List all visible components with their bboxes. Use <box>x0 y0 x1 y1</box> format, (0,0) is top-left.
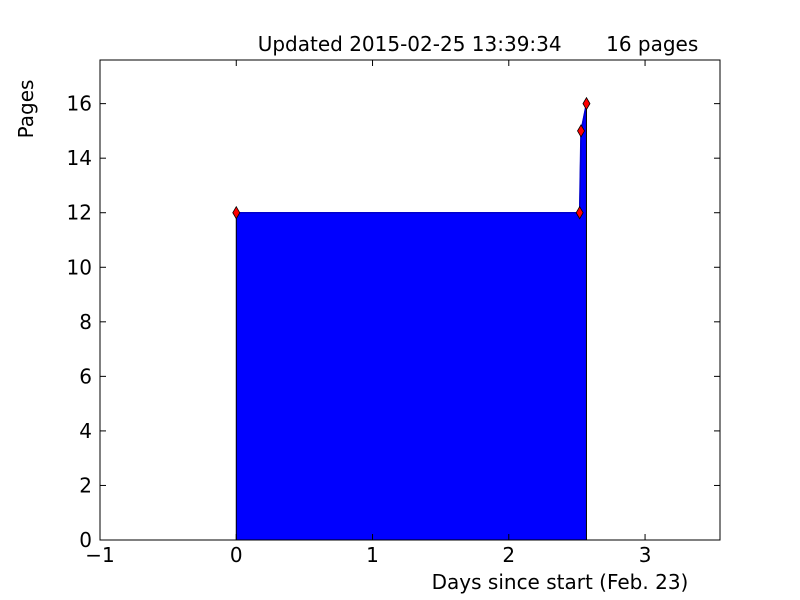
x-tick-label: −1 <box>85 543 114 567</box>
data-point-marker <box>232 205 241 220</box>
x-tick-label: 2 <box>502 543 515 567</box>
x-tick-label: 1 <box>366 543 379 567</box>
y-tick-label: 6 <box>79 364 92 388</box>
y-axis-label: Pages <box>14 80 38 139</box>
data-point-marker <box>575 205 584 220</box>
y-tick-label: 0 <box>79 528 92 552</box>
chart-title: Updated 2015-02-25 13:39:34 16 pages <box>258 32 699 56</box>
data-point-marker <box>577 124 585 138</box>
data-point-marker <box>582 96 591 111</box>
y-tick-label: 8 <box>79 310 92 334</box>
series-line <box>236 103 588 214</box>
y-tick-label: 14 <box>67 146 92 170</box>
y-tick-label: 4 <box>79 419 92 443</box>
area-fill <box>235 103 587 541</box>
x-tick-label: 3 <box>639 543 652 567</box>
x-axis-label: Days since start (Feb. 23) <box>432 570 689 594</box>
y-tick-label: 16 <box>67 92 92 116</box>
y-tick-label: 12 <box>67 201 92 225</box>
x-tick-label: 0 <box>230 543 243 567</box>
y-tick-label: 10 <box>67 255 92 279</box>
y-tick-label: 2 <box>79 473 92 497</box>
plot-frame <box>99 59 721 541</box>
